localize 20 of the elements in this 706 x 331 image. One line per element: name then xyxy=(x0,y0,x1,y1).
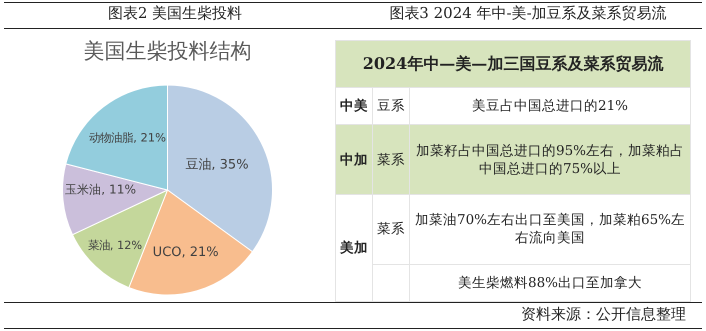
slice-label: 动物油脂, 21% xyxy=(89,130,166,145)
chart-subtitle: 美国生柴投料结构 xyxy=(84,39,252,64)
slice-label: 菜油, 12% xyxy=(88,238,142,252)
slice-label: 豆油, 35% xyxy=(185,157,249,172)
slice-label: UCO, 21% xyxy=(152,245,219,260)
text: 图表3 2024 年中-美-加豆系及菜系贸易流 xyxy=(388,4,668,23)
text: 美豆占中国总进口的21% xyxy=(410,88,690,125)
text: 菜系 xyxy=(372,124,410,194)
text: 中美 xyxy=(336,88,372,125)
chart-title: 图表2 美国生柴投料 xyxy=(106,4,244,23)
slice-label: 玉米油, 11% xyxy=(65,182,136,196)
text: 2024年中—美—加三国豆系及菜系贸易流 xyxy=(336,40,690,88)
text: 美加 xyxy=(336,194,372,302)
text: 豆系 xyxy=(372,88,410,125)
text: 中加 xyxy=(336,124,372,194)
text: 美生柴燃料88%出口至加拿大 xyxy=(410,264,690,302)
text: 菜系 xyxy=(372,194,410,264)
text: 加菜籽占中国总进口的95%左右，加菜粕占中国总进口的75%以上 xyxy=(410,124,690,194)
text: 资料来源：公开信息整理 xyxy=(521,305,686,324)
text: 加菜油70%左右出口至美国，加菜粕65%左右流向美国 xyxy=(410,194,690,264)
